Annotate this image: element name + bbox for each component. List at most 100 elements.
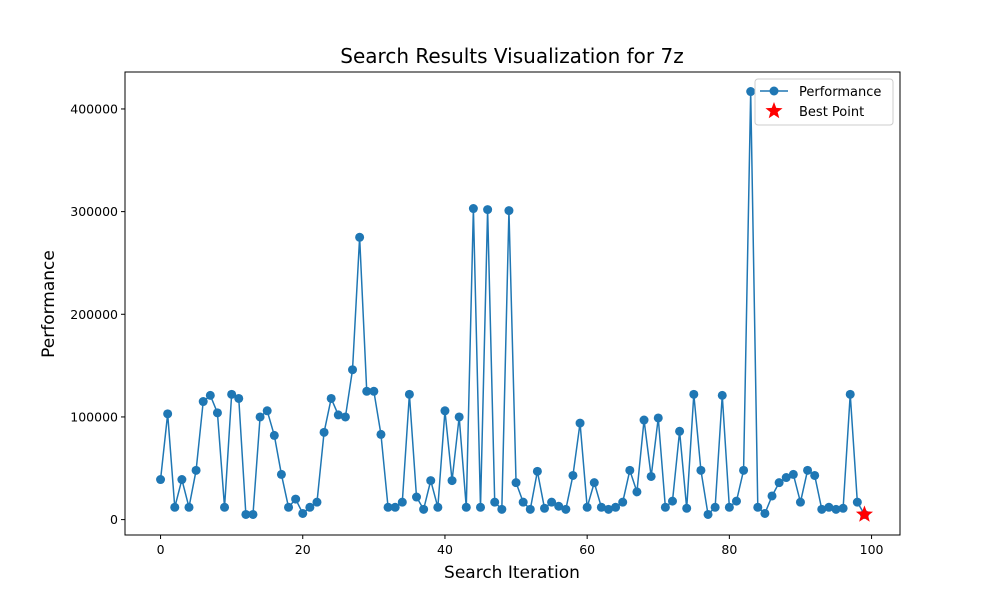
performance-data-point [276, 469, 286, 479]
performance-data-point [568, 470, 578, 480]
performance-data-point [667, 496, 677, 506]
performance-data-point [689, 389, 699, 399]
y-tick-label: 100000 [70, 409, 118, 424]
performance-data-point [440, 406, 450, 416]
performance-data-point [198, 397, 208, 407]
performance-data-point [717, 390, 727, 400]
y-axis-label: Performance [39, 250, 59, 358]
performance-data-point [845, 389, 855, 399]
performance-data-point [696, 465, 706, 475]
legend-best-point-star-icon [765, 102, 783, 119]
performance-data-point [518, 497, 528, 507]
performance-data-point [348, 365, 358, 375]
performance-data-point [156, 475, 166, 485]
performance-data-point [163, 409, 173, 419]
performance-data-point [191, 465, 201, 475]
x-axis-ticks: 0 20 40 60 80 100 [157, 535, 884, 557]
performance-data-point [774, 478, 784, 488]
performance-data-point [511, 478, 521, 488]
performance-data-point [795, 497, 805, 507]
y-tick-label: 400000 [70, 101, 118, 116]
performance-data-point [788, 469, 798, 479]
performance-data-point [227, 389, 237, 399]
performance-data-point [603, 504, 613, 514]
x-tick-label: 0 [157, 542, 165, 557]
performance-data-point [582, 502, 592, 512]
performance-data-point [703, 509, 713, 519]
performance-data-point [767, 491, 777, 501]
performance-data-point [305, 502, 315, 512]
performance-data-point [632, 487, 642, 497]
performance-data-point [803, 465, 813, 475]
performance-data-point [362, 386, 372, 396]
performance-data-point [284, 502, 294, 512]
y-axis-ticks: 0 100000 200000 300000 400000 [70, 101, 125, 527]
performance-data-point [319, 427, 329, 437]
performance-data-point [355, 232, 365, 242]
performance-data-point [575, 418, 585, 428]
performance-data-point [333, 410, 343, 420]
performance-data-point [419, 504, 429, 514]
x-tick-label: 40 [437, 542, 453, 557]
performance-data-point [561, 504, 571, 514]
performance-data-point [312, 497, 322, 507]
legend-performance-label: Performance [799, 85, 881, 100]
performance-data-point [483, 205, 493, 215]
performance-data-point [490, 497, 500, 507]
chart-title: Search Results Visualization for 7z [340, 44, 683, 68]
performance-series-line [159, 90, 866, 516]
performance-data-point [653, 413, 663, 423]
performance-data-point [433, 502, 443, 512]
plot-area-frame [124, 71, 901, 536]
performance-data-point [340, 412, 350, 422]
performance-data-point [369, 386, 379, 396]
performance-data-point [504, 206, 514, 216]
performance-data-point [212, 408, 222, 418]
performance-data-point [404, 389, 414, 399]
performance-data-point [255, 412, 265, 422]
performance-data-point [646, 471, 656, 481]
legend: Performance Best Point [754, 78, 894, 126]
x-tick-label: 20 [295, 542, 311, 557]
performance-data-point [760, 508, 770, 518]
x-tick-label: 100 [860, 542, 884, 557]
performance-data-point [376, 429, 386, 439]
performance-data-point [639, 415, 649, 425]
performance-data-point [838, 503, 848, 513]
x-axis-label: Search Iteration [444, 563, 580, 583]
y-tick-label: 300000 [70, 204, 118, 219]
performance-data-point [184, 502, 194, 512]
performance-data-point [426, 476, 436, 486]
performance-data-point [710, 502, 720, 512]
performance-data-point [461, 502, 471, 512]
y-tick-label: 200000 [70, 307, 118, 322]
performance-data-point [468, 204, 478, 214]
performance-data-point [205, 390, 215, 400]
performance-data-point [724, 502, 734, 512]
performance-data-point [248, 509, 258, 519]
performance-data-point [262, 406, 272, 416]
performance-data-point [682, 503, 692, 513]
best-point-star-marker [855, 505, 874, 522]
performance-data-point [660, 502, 670, 512]
performance-data-point [326, 393, 336, 403]
performance-data-point [611, 502, 621, 512]
performance-data-point [383, 502, 393, 512]
legend-performance-marker [769, 86, 779, 96]
performance-data-point [554, 501, 564, 511]
performance-data-point [589, 478, 599, 488]
performance-data-point [476, 502, 485, 512]
performance-data-point [269, 430, 279, 440]
performance-data-point [675, 426, 685, 436]
performance-data-point [412, 492, 422, 502]
performance-data-point [454, 412, 464, 422]
performance-data-point [220, 502, 230, 512]
series-layer [156, 87, 874, 522]
legend-best-point-label: Best Point [799, 105, 864, 120]
performance-data-point [746, 87, 756, 97]
performance-data-point [547, 497, 557, 507]
x-tick-label: 80 [721, 542, 737, 557]
performance-data-point [298, 508, 308, 518]
performance-data-point [540, 503, 549, 513]
